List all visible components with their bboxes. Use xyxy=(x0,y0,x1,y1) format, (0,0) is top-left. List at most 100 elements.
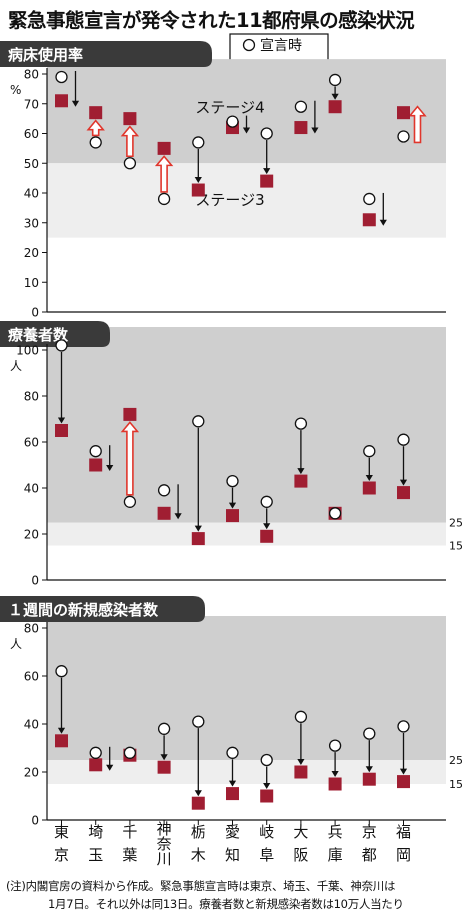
data-pair-1 xyxy=(55,665,68,748)
band-label-2: ステージ3 xyxy=(195,191,264,209)
declared-point xyxy=(192,415,205,428)
feb4-point xyxy=(157,141,171,155)
feb4-point xyxy=(294,765,308,779)
decrease-arrow-head xyxy=(242,127,251,134)
feb4-point xyxy=(362,481,376,495)
declared-point xyxy=(89,445,102,458)
data-pair-3 xyxy=(120,407,140,508)
band-2 xyxy=(47,760,446,784)
data-pair-7 xyxy=(260,753,274,803)
feb4-point xyxy=(260,529,274,543)
feb4-point xyxy=(294,474,308,488)
feb4-point xyxy=(89,758,103,772)
decrease-arrow-head xyxy=(57,727,66,734)
declared-point xyxy=(157,722,171,735)
increase-arrow xyxy=(86,119,105,137)
category-char: 都 xyxy=(362,846,377,864)
decrease-arrow-head xyxy=(71,100,80,107)
footnote-line-2: 1月7日。それ以外は同13日。療養者数と新規感染者数は10万人当たり xyxy=(48,897,404,911)
feb4-point xyxy=(260,789,274,803)
decrease-arrow-head xyxy=(263,523,271,530)
data-pair-7 xyxy=(260,495,274,543)
feb4-point xyxy=(362,213,376,227)
declared-point xyxy=(226,474,239,488)
category-label-5: 栃木 xyxy=(191,823,206,864)
y-unit-label: 人 xyxy=(10,637,22,651)
data-pair-11 xyxy=(397,720,410,789)
declared-point xyxy=(192,715,205,728)
declared-point xyxy=(260,127,273,140)
category-char: 東 xyxy=(54,823,69,841)
declared-point xyxy=(123,746,137,759)
decrease-arrow-head xyxy=(263,168,271,175)
decrease-arrow-head xyxy=(106,764,114,771)
feb4-point xyxy=(123,407,137,421)
data-pair-4 xyxy=(157,484,182,520)
decrease-arrow-head xyxy=(57,417,66,424)
data-pair-11 xyxy=(397,105,427,144)
data-pair-2 xyxy=(89,445,114,472)
declared-point xyxy=(397,433,410,446)
category-char: 埼 xyxy=(88,823,103,841)
band-1 xyxy=(47,59,446,164)
data-pair-3 xyxy=(120,112,140,170)
category-char: 神 xyxy=(157,820,172,838)
declared-point xyxy=(363,192,376,206)
panel-3: １週間の新規感染者数 25 15 0 20 40 60 80人 xyxy=(0,596,463,828)
y-tick-label: 0 xyxy=(31,814,39,828)
declared-point xyxy=(363,727,376,740)
category-char: 知 xyxy=(225,846,240,864)
data-pair-6 xyxy=(226,115,251,135)
section-title: 病床使用率 xyxy=(8,46,83,64)
data-pair-7 xyxy=(260,127,274,188)
data-pair-8 xyxy=(294,100,319,135)
declared-point xyxy=(157,484,171,497)
declared-point xyxy=(55,70,68,84)
y-unit-label: 人 xyxy=(10,359,22,373)
data-pair-10 xyxy=(362,727,376,786)
section-header xyxy=(0,596,205,622)
category-char: 京 xyxy=(54,846,69,864)
section-header xyxy=(0,41,212,67)
decrease-arrow-head xyxy=(160,754,168,761)
y-tick-label: 0 xyxy=(31,306,39,320)
feb4-point xyxy=(55,424,68,437)
y-tick-label: 20 xyxy=(24,246,39,260)
reference-label-25: 25 xyxy=(449,517,463,530)
feb4-point xyxy=(397,775,410,789)
y-tick-label: 0 xyxy=(31,574,39,588)
decrease-arrow-head xyxy=(263,783,271,789)
declared-point xyxy=(328,73,342,87)
feb4-point xyxy=(191,796,205,810)
category-char: 大 xyxy=(293,823,308,841)
feb4-point xyxy=(191,183,205,197)
feb4-point xyxy=(226,509,239,523)
feb4-point xyxy=(397,106,410,120)
declared-point xyxy=(260,753,273,767)
decrease-arrow-head xyxy=(194,525,202,532)
category-label-2: 埼玉 xyxy=(88,823,103,864)
declared-point xyxy=(294,710,308,723)
category-char: 奈 xyxy=(157,835,172,853)
feb4-point xyxy=(362,772,376,786)
data-pair-5 xyxy=(191,415,205,546)
band-label-1: ステージ4 xyxy=(195,99,264,117)
declared-point xyxy=(192,136,205,149)
feb4-point xyxy=(55,94,68,108)
declared-point xyxy=(55,665,68,678)
data-pair-2 xyxy=(86,106,105,149)
feb4-point xyxy=(226,787,239,801)
category-char: 福 xyxy=(396,823,411,841)
feb4-point xyxy=(328,100,342,114)
category-label-1: 東京 xyxy=(54,823,69,864)
data-pair-9 xyxy=(328,73,342,114)
decrease-arrow-head xyxy=(399,479,408,486)
category-char: 玉 xyxy=(88,846,103,864)
decrease-arrow-head xyxy=(331,93,339,100)
data-pair-8 xyxy=(294,710,308,779)
declared-point xyxy=(363,445,376,458)
category-char: 兵 xyxy=(328,823,343,841)
category-char: 岐 xyxy=(259,823,274,841)
